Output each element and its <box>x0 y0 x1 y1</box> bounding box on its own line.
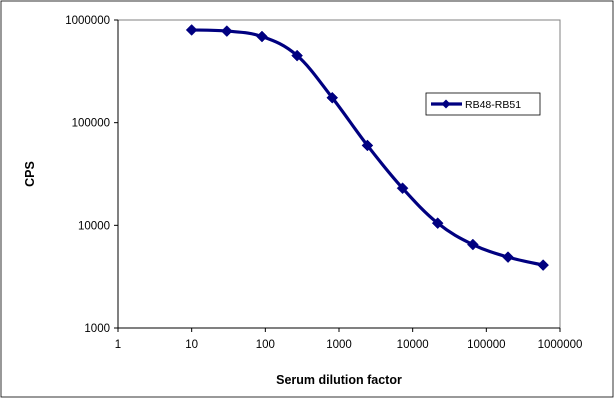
x-tick-label: 1 <box>115 339 121 351</box>
y-tick-label: 1000000 <box>65 15 110 27</box>
data-point-marker <box>502 251 514 263</box>
y-tick-label: 1000 <box>84 323 110 335</box>
legend-marker <box>441 99 451 109</box>
x-tick-label: 1000 <box>326 339 352 351</box>
data-point-marker <box>537 259 549 271</box>
legend-label: RB48-RB51 <box>465 99 521 111</box>
data-point-marker <box>361 139 374 152</box>
x-tick-label: 10000 <box>397 339 429 351</box>
x-tick-label: 1000000 <box>538 339 583 351</box>
data-point-marker <box>291 49 303 62</box>
x-tick-label: 100000 <box>467 339 505 351</box>
data-point-marker <box>256 30 268 43</box>
data-point-marker <box>185 24 198 36</box>
y-tick-label: 10000 <box>78 220 110 232</box>
x-axis-title: Serum dilution factor <box>276 373 402 387</box>
y-tick-label: 100000 <box>72 118 110 130</box>
legend-box <box>425 92 541 116</box>
data-point-marker <box>220 25 233 37</box>
data-point-marker <box>431 217 444 230</box>
data-point-marker <box>396 182 409 195</box>
x-tick-label: 100 <box>256 339 275 351</box>
y-axis-title: CPS <box>23 161 37 187</box>
data-point-marker <box>466 238 479 251</box>
plot-area-border <box>117 19 561 329</box>
x-tick-label: 10 <box>185 339 198 351</box>
data-point-marker <box>326 91 339 104</box>
